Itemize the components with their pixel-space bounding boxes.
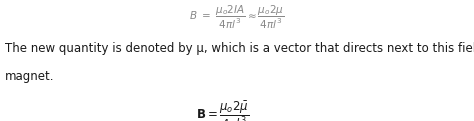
Text: magnet.: magnet. xyxy=(5,70,54,83)
Text: The new quantity is denoted by μ, which is a vector that directs next to this fi: The new quantity is denoted by μ, which … xyxy=(5,42,474,55)
Text: $B \ = \ \dfrac{\mu_o 2IA}{4\pi l^3} \approx \dfrac{\mu_o 2\mu}{4\pi l^3}$: $B \ = \ \dfrac{\mu_o 2IA}{4\pi l^3} \ap… xyxy=(189,4,285,31)
Text: $\mathbf{B}{=}\dfrac{\mu_o 2\bar{\mu}}{4\pi l^3}$: $\mathbf{B}{=}\dfrac{\mu_o 2\bar{\mu}}{4… xyxy=(196,99,249,121)
